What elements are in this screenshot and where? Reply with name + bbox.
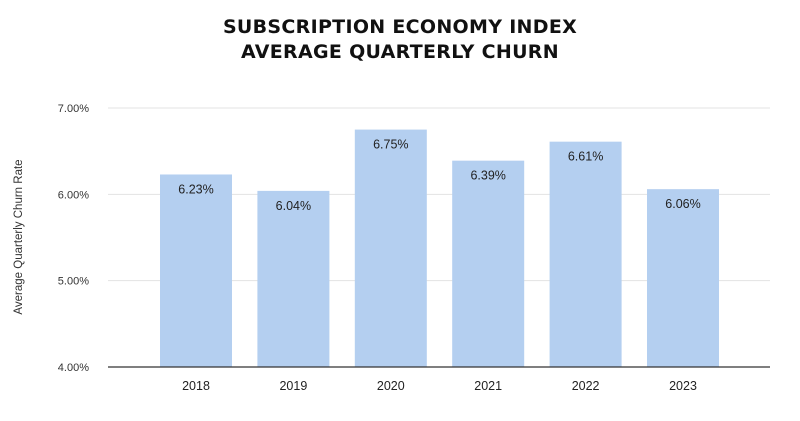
bar-2021: [452, 160, 525, 367]
x-tick-label-2020: 2020: [377, 379, 405, 393]
chart-title: SUBSCRIPTION ECONOMY INDEX: [223, 16, 577, 38]
data-label-2022: 6.61%: [568, 150, 603, 164]
y-tick-label: 6.00%: [58, 189, 89, 201]
data-label-2020: 6.75%: [373, 138, 408, 152]
chart-subtitle: AVERAGE QUARTERLY CHURN: [241, 41, 559, 63]
x-tick-label-2022: 2022: [572, 379, 600, 393]
y-axis-label: Average Quarterly Churn Rate: [13, 159, 25, 314]
bar-2018: [160, 174, 232, 367]
bar-2019: [257, 190, 330, 367]
data-label-2018: 6.23%: [178, 182, 213, 196]
data-labels: 6.23% 6.04% 6.75% 6.39% 6.61% 6.06%: [178, 138, 700, 213]
y-axis-ticks: 4.00% 5.00% 6.00% 7.00%: [58, 103, 89, 374]
y-tick-label: 5.00%: [58, 276, 89, 288]
bar-2020: [354, 129, 427, 367]
y-tick-label: 4.00%: [58, 362, 89, 374]
data-label-2019: 6.04%: [276, 199, 311, 213]
x-tick-label-2021: 2021: [474, 379, 502, 393]
bars: [160, 129, 719, 367]
bar-2023: [647, 189, 719, 367]
x-axis-ticks: 2018 2019 2020 2021 2022 2023: [182, 379, 697, 393]
x-tick-label-2023: 2023: [669, 379, 697, 393]
x-tick-label-2018: 2018: [182, 379, 210, 393]
bar-2022: [549, 141, 622, 367]
data-label-2021: 6.39%: [470, 169, 505, 183]
y-tick-label: 7.00%: [58, 103, 89, 115]
data-label-2023: 6.06%: [665, 197, 700, 211]
x-tick-label-2019: 2019: [279, 379, 307, 393]
